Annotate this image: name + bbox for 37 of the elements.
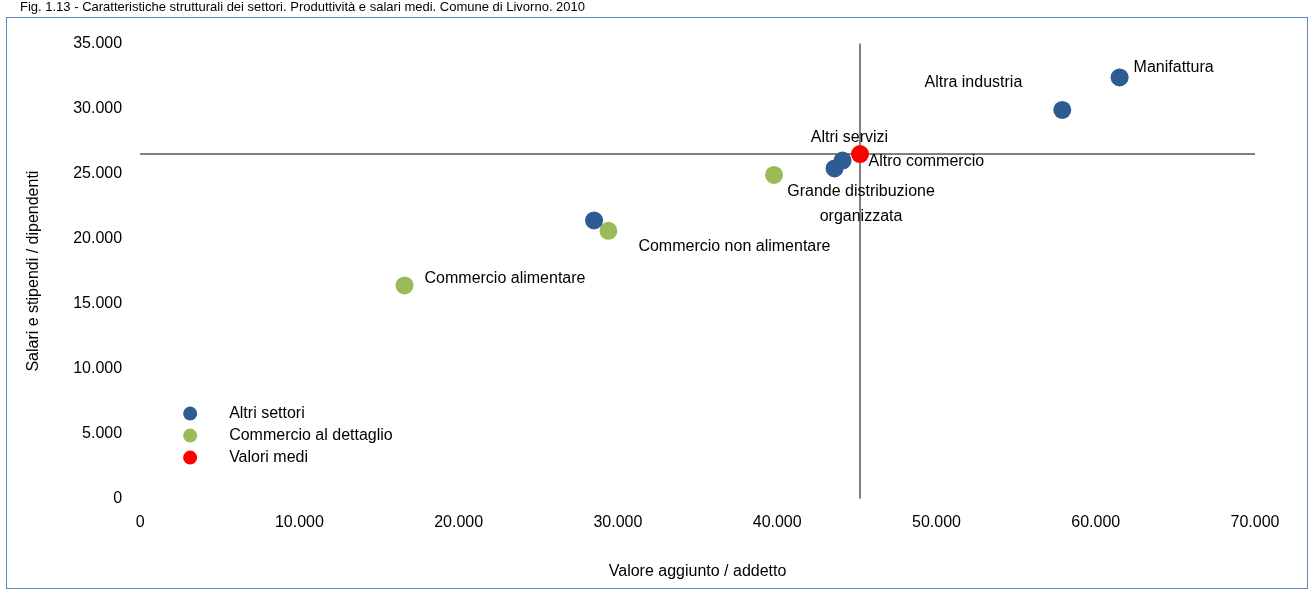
y-tick-label: 15.000	[73, 294, 123, 312]
x-tick-label: 30.000	[593, 512, 643, 530]
point	[599, 221, 618, 240]
chart-title: Fig. 1.13 - Caratteristiche strutturali dei settori. Produttività e salari medi. Comune di Livorno. 2010	[20, 0, 586, 15]
point	[1053, 100, 1072, 119]
point	[765, 165, 784, 184]
y-tick-label: 25.000	[73, 164, 123, 182]
x-tick-label: 70.000	[1230, 512, 1280, 530]
legend-label: Altri settori	[229, 404, 305, 422]
legend-label: Commercio al dettaglio	[229, 426, 393, 444]
annotation: Altri servizi	[810, 128, 889, 146]
annotation: Commercio alimentare	[424, 268, 586, 286]
annotation: Altra industria	[924, 73, 1023, 91]
annotation: Grande distribuzione organizzata	[787, 182, 935, 225]
y-axis-title: Salari e stipendi / dipendenti	[24, 170, 42, 372]
y-tick-label: 10.000	[73, 359, 123, 377]
annotation: Commercio non alimentare	[638, 237, 831, 255]
point	[1110, 68, 1129, 87]
x-tick-label: 0	[135, 512, 145, 530]
point	[825, 159, 844, 178]
y-tick-label: 5.000	[82, 424, 123, 442]
point	[585, 211, 604, 230]
y-tick-label: 0	[113, 489, 123, 507]
point	[395, 276, 414, 295]
x-tick-label: 60.000	[1071, 512, 1121, 530]
y-tick-label: 20.000	[73, 229, 123, 247]
y-tick-label: 30.000	[73, 99, 123, 117]
x-axis-title: Valore aggiunto / addetto	[608, 561, 787, 579]
legend-label: Valori medi	[229, 448, 308, 466]
x-tick-label: 40.000	[752, 512, 802, 530]
x-tick-label: 10.000	[274, 512, 324, 530]
x-tick-label: 20.000	[434, 512, 484, 530]
x-tick-label: 50.000	[912, 512, 962, 530]
annotation: Manifattura	[1133, 57, 1214, 75]
annotation: Altro commercio	[868, 151, 985, 169]
y-tick-label: 35.000	[73, 34, 123, 52]
point	[851, 145, 870, 164]
